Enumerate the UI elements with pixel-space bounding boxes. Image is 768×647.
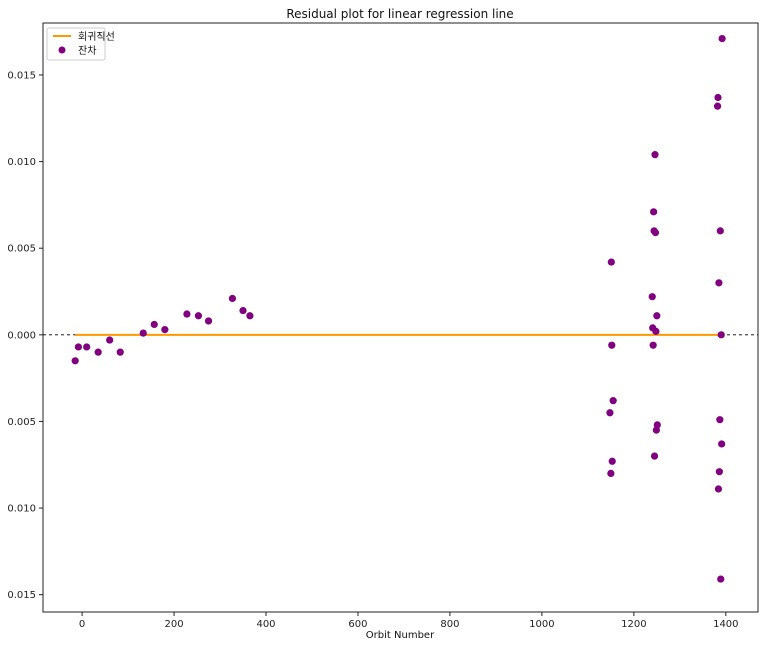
x-tick-label: 200: [164, 619, 183, 630]
y-tick-label: 0.010: [7, 504, 36, 515]
residual-point: [715, 279, 723, 287]
residual-point: [649, 341, 657, 349]
residual-point: [713, 102, 722, 110]
residual-point: [716, 227, 724, 235]
x-tick-label: 800: [440, 619, 459, 630]
x-tick-label: 400: [256, 619, 275, 630]
residual-point: [653, 421, 661, 429]
y-tick-label: 0.015: [7, 70, 36, 81]
residual-point: [228, 294, 237, 303]
residual-point: [161, 326, 169, 334]
residual-point: [715, 468, 723, 476]
residual-point: [71, 357, 79, 365]
residual-point: [204, 317, 213, 325]
residual-point: [606, 409, 614, 417]
legend: 회귀직선 잔차: [46, 27, 115, 61]
residual-point: [194, 312, 203, 320]
residual-point: [648, 293, 656, 301]
residual-point: [608, 457, 616, 465]
x-tick-label: 0: [79, 619, 85, 630]
residual-point: [650, 208, 658, 216]
legend-point-swatch: [58, 46, 66, 54]
residual-point: [651, 151, 659, 159]
residual-point: [183, 310, 191, 318]
residual-point: [716, 416, 724, 424]
y-tick-label: 0.005: [7, 417, 36, 428]
residual-point: [106, 336, 114, 344]
residual-point: [717, 575, 725, 583]
residual-point: [650, 452, 659, 460]
residual-point: [116, 348, 124, 356]
residual-point: [714, 93, 722, 102]
chart-title: Residual plot for linear regression line: [286, 7, 513, 21]
residual-point: [607, 469, 615, 478]
residual-point: [83, 343, 91, 351]
residual-point: [607, 258, 615, 266]
x-tick-label: 1400: [713, 619, 738, 630]
residual-point: [718, 34, 726, 43]
residual-point: [653, 312, 661, 320]
y-tick-label: 0.000: [7, 330, 36, 341]
x-tick-label: 1200: [621, 619, 646, 630]
y-tick-label: 0.015: [7, 590, 36, 601]
plot-area-frame: [42, 22, 759, 613]
residual-point: [239, 306, 247, 315]
residual-point: [94, 348, 102, 356]
legend-label-residual: 잔차: [78, 45, 96, 57]
residual-point: [609, 397, 617, 405]
x-tick-label: 1000: [529, 619, 554, 630]
legend-label-regression: 회귀직선: [78, 31, 115, 43]
residual-point: [717, 331, 725, 339]
residual-point: [139, 329, 147, 337]
residual-point: [714, 485, 723, 493]
residual-point: [718, 440, 726, 448]
y-tick-label: 0.005: [7, 244, 36, 255]
residual-point: [74, 343, 83, 351]
residual-point: [150, 320, 158, 329]
residual-point: [246, 312, 254, 320]
x-axis-label: Orbit Number: [366, 630, 435, 641]
residual-point: [651, 229, 660, 237]
x-tick-label: 600: [348, 619, 367, 630]
y-tick-label: 0.010: [7, 157, 36, 168]
residual-point: [608, 341, 616, 349]
residual-point: [652, 327, 660, 335]
